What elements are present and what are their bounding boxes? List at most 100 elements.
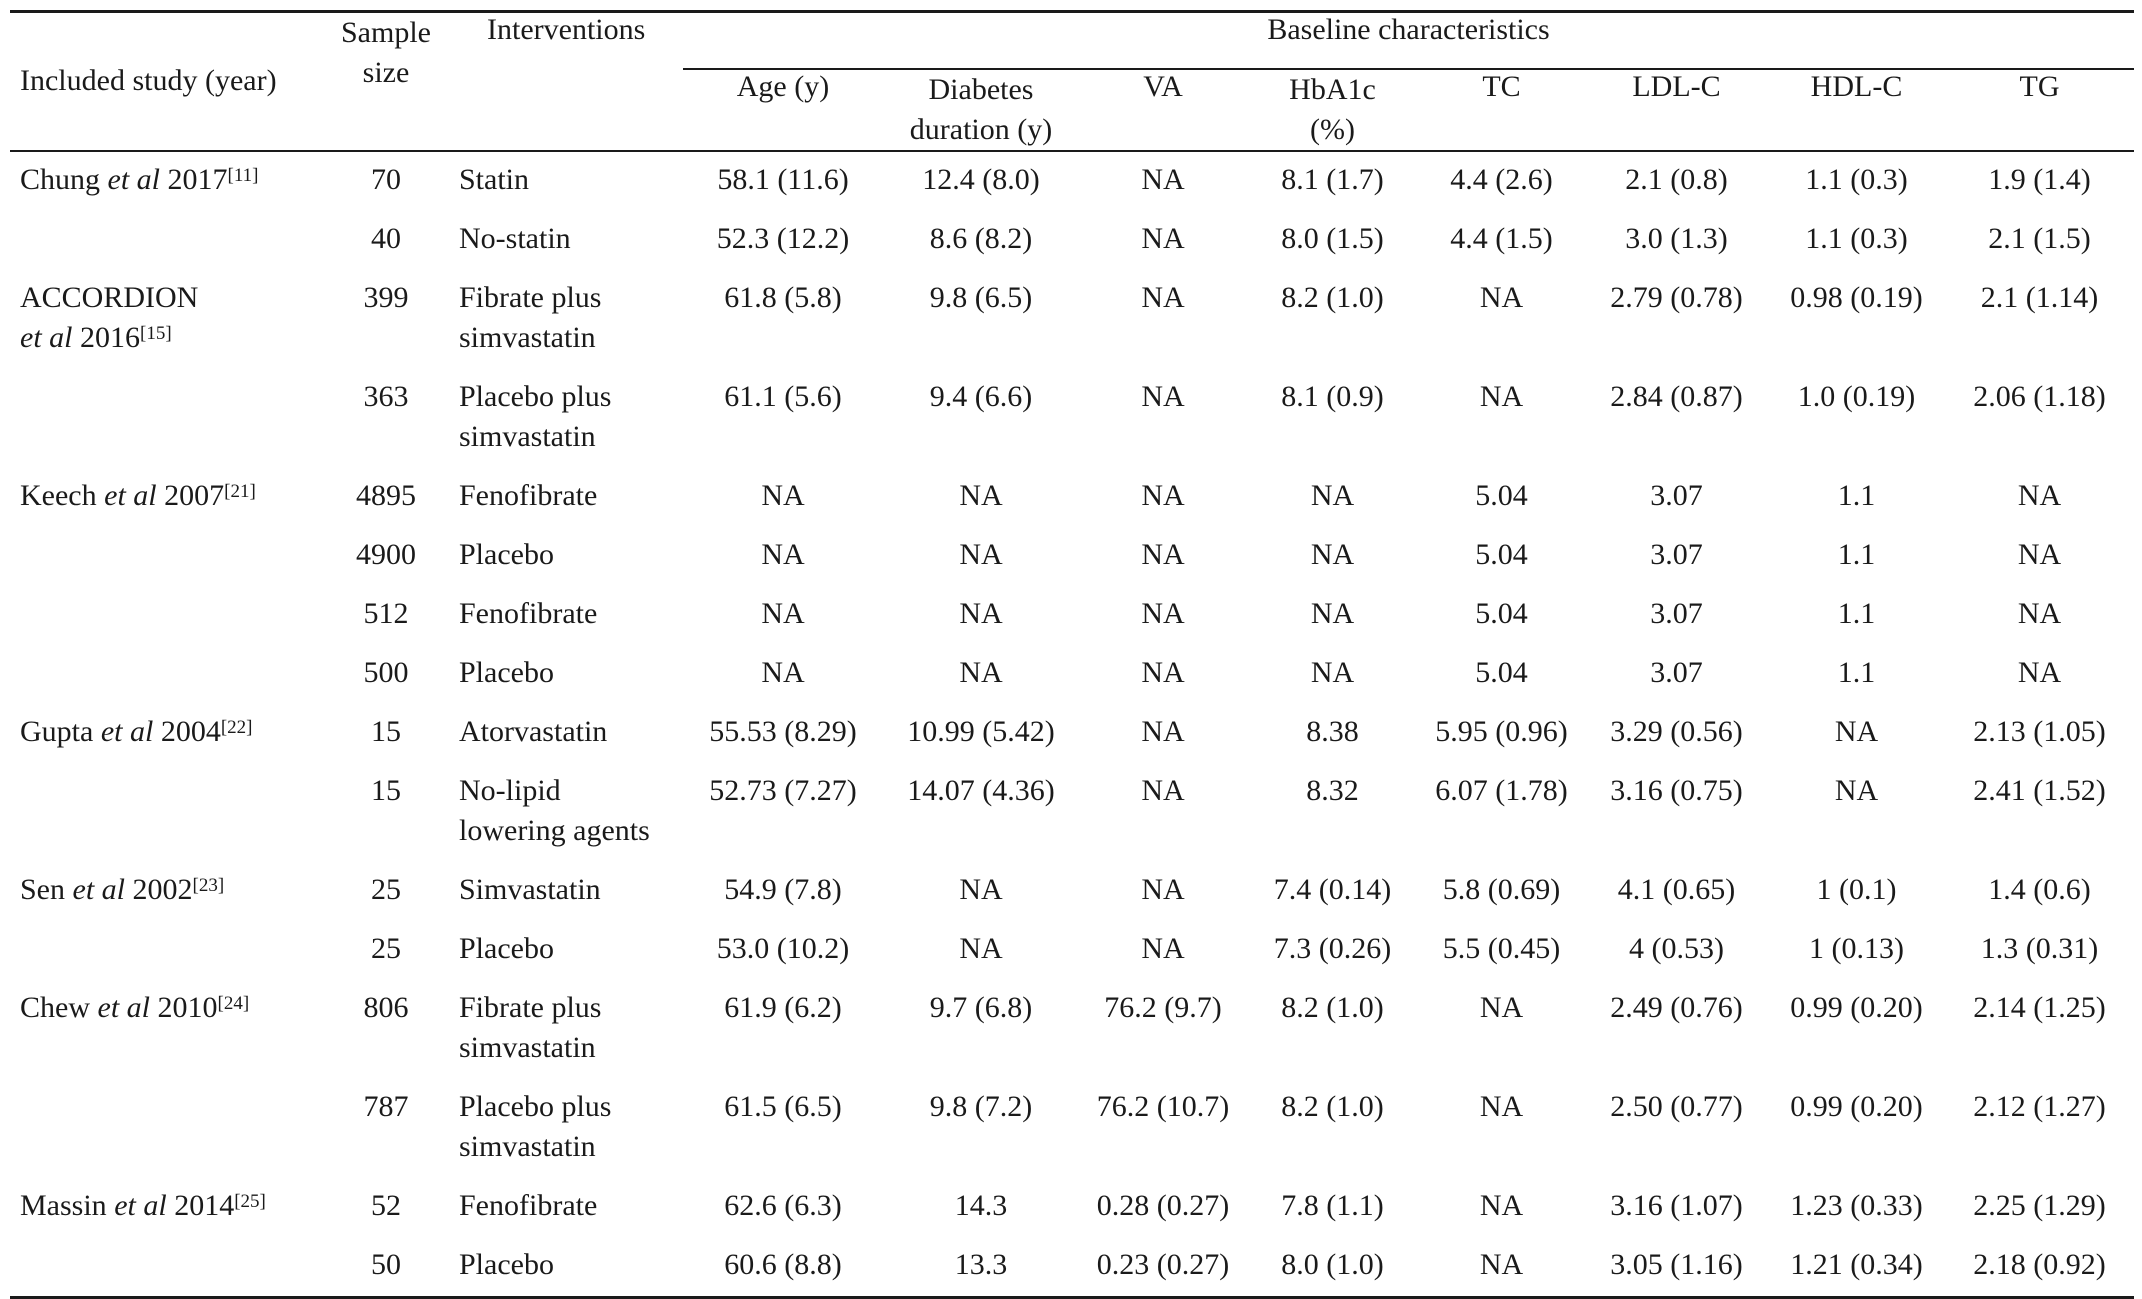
cell-sample-size: 512	[363, 596, 409, 630]
cell-intervention: Placebo	[449, 921, 683, 980]
cell-tg: NA	[2017, 537, 2062, 571]
cell-hba1c: 8.2 (1.0)	[1281, 1089, 1384, 1123]
cell-va: NA	[1141, 221, 1185, 255]
intervention-line1: Placebo	[459, 655, 554, 689]
study-name-text: Sen	[20, 872, 73, 906]
cell-intervention: Atorvastatin	[449, 704, 683, 763]
cell-sample-size: 4895	[356, 478, 416, 512]
cell-ldl: 3.07	[1650, 596, 1703, 630]
table-row: Gupta et al 2004[22] 15 Atorvastatin 55.53 …	[10, 704, 2134, 763]
header-hba1c: HbA1c (%)	[1247, 68, 1418, 152]
header-ldl-label: LDL-C	[1632, 69, 1721, 103]
intervention-line2: simvastatin	[459, 1129, 596, 1163]
study-name-text: Keech	[20, 478, 105, 512]
cell-tg: 1.3 (0.31)	[1980, 931, 2099, 965]
cell-diabetes-duration: 8.6 (8.2)	[929, 221, 1033, 255]
cell-study: ACCORDION et al 2016[15]	[10, 270, 323, 369]
table-row: 50 Placebo 60.6 (8.8) 13.3 0.23 (0.27) 8.0 (1…	[10, 1236, 2134, 1299]
cell-ldl: 4.1 (0.65)	[1617, 872, 1736, 906]
header-sample-size: Sample size	[323, 10, 449, 152]
cell-study: Gupta et al 2004[22]	[10, 704, 323, 763]
intervention-line1: Fenofibrate	[459, 478, 598, 512]
cell-tc: 5.95 (0.96)	[1435, 714, 1568, 748]
cell-study: Chew et al 2010[24]	[10, 980, 323, 1079]
cell-ldl: 3.05 (1.16)	[1585, 1236, 1768, 1299]
cell-diabetes-duration: 9.8 (6.5)	[929, 280, 1033, 314]
cell-ldl: 3.16 (0.75)	[1610, 773, 1743, 807]
study-name: Massin et al 2014[25]	[20, 1186, 323, 1226]
cell-hdl: 1.1	[1837, 655, 1876, 689]
cell-hdl: 0.99 (0.20)	[1790, 1089, 1923, 1123]
study-et-al: et al	[100, 714, 154, 748]
cell-diabetes-duration: 14.07 (4.36)	[907, 773, 1055, 807]
cell-study: Keech et al 2007[21]	[10, 468, 323, 527]
study-reference: [22]	[220, 716, 253, 738]
study-year: 2004	[153, 714, 221, 748]
cell-tg: 2.25 (1.29)	[1973, 1188, 2106, 1222]
cell-diabetes-duration: NA	[959, 872, 1003, 906]
cell-tc: NA	[1418, 1236, 1585, 1299]
intervention-line1: Statin	[459, 162, 530, 196]
cell-tc: NA	[1479, 990, 1524, 1024]
cell-hdl: 0.98 (0.19)	[1790, 280, 1923, 314]
cell-age: 60.6 (8.8)	[683, 1236, 883, 1299]
cell-hba1c: 8.32	[1306, 773, 1359, 807]
cell-intervention: No-statin	[449, 211, 683, 270]
cell-hdl: 1.1 (0.3)	[1805, 221, 1908, 255]
cell-va: NA	[1141, 379, 1185, 413]
header-ldl: LDL-C	[1585, 68, 1768, 152]
header-baseline-label: Baseline characteristics	[1267, 13, 1550, 46]
cell-hdl: 1.1	[1837, 478, 1876, 512]
cell-age: 61.9 (6.2)	[724, 990, 842, 1024]
cell-study	[10, 1079, 323, 1178]
study-name: Keech et al 2007[21]	[20, 476, 323, 516]
table-row: Chung et al 2017[11] 70 Statin 58.1 (11.6) 1…	[10, 151, 2134, 211]
cell-study: Massin et al 2014[25]	[10, 1178, 323, 1237]
cell-study	[10, 1236, 323, 1299]
study-year: 2002	[125, 872, 193, 906]
cell-diabetes-duration: NA	[959, 931, 1003, 965]
header-hdl-label: HDL-C	[1810, 69, 1903, 103]
cell-age: 62.6 (6.3)	[724, 1188, 842, 1222]
cell-hdl: 1 (0.13)	[1809, 931, 1904, 965]
cell-hba1c: NA	[1310, 537, 1355, 571]
header-sample-size-line2: size	[362, 56, 410, 89]
cell-hba1c: 7.3 (0.26)	[1273, 931, 1392, 965]
header-study: Included study (year)	[10, 10, 323, 152]
cell-age: 61.1 (5.6)	[724, 379, 842, 413]
cell-ldl: 4 (0.53)	[1629, 931, 1724, 965]
intervention-line1: Simvastatin	[459, 872, 601, 906]
table-row: 363 Placebo plus simvastatin 61.1 (5.6) 9.4 …	[10, 369, 2134, 468]
header-study-label: Included study (year)	[20, 64, 277, 98]
cell-tg: 2.12 (1.27)	[1973, 1089, 2106, 1123]
cell-sample-size: 40	[371, 221, 401, 255]
intervention-line1: Fenofibrate	[459, 596, 598, 630]
table-row: 512 Fenofibrate NA NA NA NA 5.04 3.07 1.1 NA	[10, 586, 2134, 645]
table-row: Chew et al 2010[24] 806 Fibrate plus simvas…	[10, 980, 2134, 1079]
cell-ldl: 2.1 (0.8)	[1625, 162, 1728, 196]
cell-intervention: Fibrate plus simvastatin	[449, 270, 683, 369]
table-row: Sen et al 2002[23] 25 Simvastatin 54.9 (7.8…	[10, 862, 2134, 921]
study-name: Sen et al 2002[23]	[20, 870, 323, 910]
cell-tg: 1.4 (0.6)	[1988, 872, 2091, 906]
cell-hba1c: 7.8 (1.1)	[1281, 1188, 1384, 1222]
cell-ldl: 2.49 (0.76)	[1610, 990, 1743, 1024]
cell-hba1c: 8.1 (1.7)	[1281, 162, 1384, 196]
study-name: Chung et al 2017[11]	[20, 160, 323, 200]
header-sample-size-line1: Sample	[341, 16, 431, 49]
cell-tg: 2.1 (1.5)	[1988, 221, 2091, 255]
cell-study	[10, 369, 323, 468]
intervention-line2: simvastatin	[459, 320, 596, 354]
cell-age: 52.73 (7.27)	[709, 773, 857, 807]
study-name-text: Chung	[20, 162, 108, 196]
cell-va: NA	[1141, 931, 1185, 965]
cell-hdl: 1.23 (0.33)	[1790, 1188, 1923, 1222]
cell-tg: 2.14 (1.25)	[1973, 990, 2106, 1024]
cell-age: 61.8 (5.8)	[724, 280, 842, 314]
cell-ldl: 3.07	[1650, 537, 1703, 571]
cell-diabetes-duration: 9.7 (6.8)	[929, 990, 1033, 1024]
cell-age: NA	[761, 478, 805, 512]
header-tg-label: TG	[2019, 69, 2060, 103]
study-name-text: Gupta	[20, 714, 101, 748]
table-row: 25 Placebo 53.0 (10.2) NA NA 7.3 (0.26) 5.5 (0…	[10, 921, 2134, 980]
